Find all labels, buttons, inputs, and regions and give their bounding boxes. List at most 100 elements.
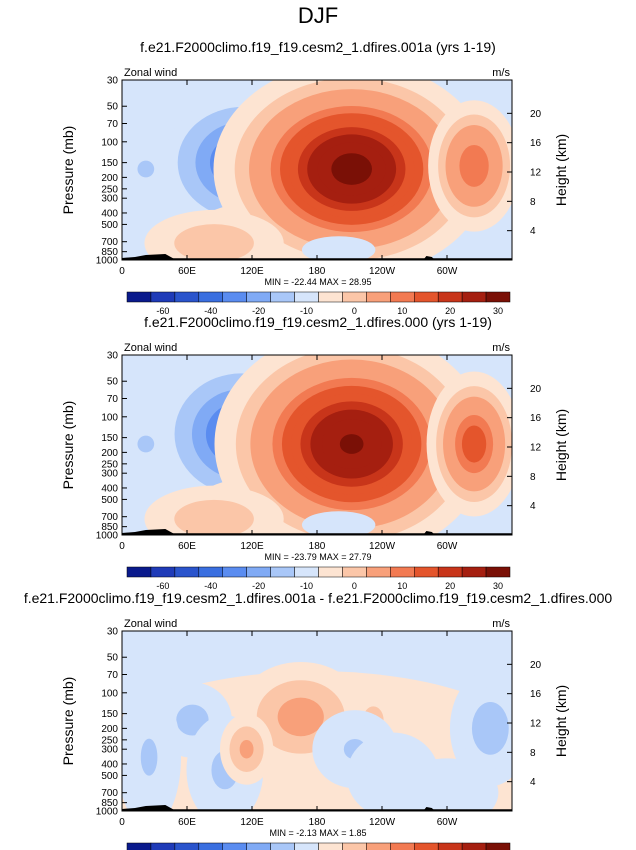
pressure-tick-label: 500 bbox=[101, 771, 118, 782]
longitude-tick-label: 120E bbox=[240, 266, 264, 277]
longitude-tick-label: 180 bbox=[309, 541, 326, 552]
longitude-tick-label: 60E bbox=[178, 266, 196, 277]
contour-field bbox=[122, 355, 512, 535]
y-axis-label: Pressure (mb) bbox=[60, 126, 76, 215]
colorbar-label: 20 bbox=[445, 306, 455, 316]
colorbar-box bbox=[342, 566, 367, 578]
colorbar-box bbox=[174, 291, 200, 303]
contour-feature bbox=[214, 355, 489, 535]
colorbar-label: -40 bbox=[204, 581, 217, 591]
left-string: Zonal wind bbox=[124, 67, 177, 79]
height-tick-label: 8 bbox=[530, 472, 536, 483]
colorbar-box bbox=[174, 842, 200, 850]
pressure-tick-label: 150 bbox=[101, 158, 118, 169]
colorbar-box bbox=[366, 291, 391, 303]
longitude-tick-label: 60W bbox=[437, 541, 458, 552]
pressure-tick-label: 30 bbox=[107, 76, 119, 87]
pressure-tick-label: 70 bbox=[107, 394, 119, 405]
pressure-tick-label: 1000 bbox=[96, 531, 119, 542]
height-axis: 20 16 12 8 4 bbox=[507, 384, 542, 512]
contour-level bbox=[415, 771, 479, 811]
colorbar-label: 10 bbox=[397, 306, 407, 316]
contour-level bbox=[239, 739, 254, 759]
pressure-tick-label: 400 bbox=[101, 483, 118, 494]
height-tick-label: 8 bbox=[530, 748, 536, 759]
contour-feature bbox=[219, 713, 274, 785]
colorbar-label: 10 bbox=[397, 581, 407, 591]
colorbar-box bbox=[437, 291, 463, 303]
contour-feature bbox=[395, 758, 499, 811]
pressure-tick-label: 100 bbox=[101, 688, 118, 699]
pressure-tick-label: 850 bbox=[101, 798, 118, 809]
colorbar-box bbox=[246, 291, 271, 303]
colorbar-box bbox=[174, 566, 200, 578]
pressure-tick-label: 700 bbox=[101, 512, 118, 523]
stats-label: MIN = -23.79 MAX = 27.79 bbox=[264, 552, 371, 562]
height-tick-label: 12 bbox=[530, 168, 542, 179]
longitude-tick-label: 60W bbox=[437, 266, 458, 277]
left-string: Zonal wind bbox=[124, 342, 177, 354]
pressure-tick-label: 250 bbox=[101, 459, 118, 470]
colorbar-box bbox=[366, 566, 391, 578]
colorbar-box bbox=[437, 566, 463, 578]
chart-panel-3: f.e21.F2000climo.f19_f19.cesm2_1.dfires.… bbox=[24, 590, 612, 850]
colorbar-box bbox=[366, 842, 391, 850]
contour-level bbox=[137, 435, 155, 453]
colorbar-label: 20 bbox=[445, 581, 455, 591]
contour-level bbox=[137, 160, 155, 178]
contour-feature bbox=[428, 100, 512, 232]
contour-level bbox=[471, 702, 509, 755]
pressure-tick-label: 300 bbox=[101, 469, 118, 480]
pressure-tick-label: 250 bbox=[101, 735, 118, 746]
pressure-tick-label: 30 bbox=[107, 351, 119, 362]
pressure-tick-label: 30 bbox=[107, 627, 119, 638]
height-tick-label: 12 bbox=[530, 719, 542, 730]
longitude-tick-label: 0 bbox=[119, 541, 125, 552]
left-string: Zonal wind bbox=[124, 618, 177, 630]
height-tick-label: 4 bbox=[530, 501, 536, 512]
colorbar-box bbox=[485, 291, 511, 303]
pressure-tick-label: 100 bbox=[101, 137, 118, 148]
pressure-tick-label: 1000 bbox=[96, 256, 119, 267]
pressure-tick-label: 150 bbox=[101, 709, 118, 720]
colorbar-box bbox=[318, 291, 343, 303]
colorbar-box bbox=[126, 291, 152, 303]
contour-feature bbox=[127, 425, 165, 463]
height-tick-label: 8 bbox=[530, 197, 536, 208]
colorbar-box bbox=[342, 291, 367, 303]
stats-label: MIN = -22.44 MAX = 28.95 bbox=[264, 277, 371, 287]
pressure-tick-label: 400 bbox=[101, 208, 118, 219]
pressure-tick-label: 200 bbox=[101, 448, 118, 459]
colorbar-box bbox=[318, 842, 343, 850]
colorbar-label: -10 bbox=[300, 581, 313, 591]
pressure-tick-label: 50 bbox=[107, 377, 119, 388]
colorbar-label: 30 bbox=[493, 306, 503, 316]
longitude-tick-label: 120E bbox=[240, 817, 264, 828]
colorbar-box bbox=[318, 566, 343, 578]
contour-level bbox=[339, 434, 364, 454]
colorbar-box bbox=[294, 291, 319, 303]
colorbar-box bbox=[222, 566, 247, 578]
colorbar-box bbox=[222, 291, 247, 303]
colorbar-label: -60 bbox=[156, 306, 169, 316]
pressure-tick-label: 300 bbox=[101, 745, 118, 756]
colorbar-box bbox=[126, 566, 152, 578]
contour-level bbox=[301, 236, 376, 260]
height-tick-label: 4 bbox=[530, 226, 536, 237]
colorbar-box bbox=[270, 842, 295, 850]
longitude-tick-label: 120W bbox=[369, 817, 396, 828]
colorbar-box bbox=[294, 842, 319, 850]
height-tick-label: 20 bbox=[530, 109, 542, 120]
colorbar: -60 -40 -20 -10 0 10 20 30 bbox=[126, 291, 511, 316]
pressure-tick-label: 300 bbox=[101, 194, 118, 205]
colorbar-box bbox=[342, 842, 367, 850]
pressure-tick-label: 500 bbox=[101, 495, 118, 506]
pressure-tick-label: 250 bbox=[101, 184, 118, 195]
colorbar-box bbox=[461, 842, 487, 850]
pressure-tick-label: 500 bbox=[101, 220, 118, 231]
longitude-tick-label: 180 bbox=[309, 266, 326, 277]
colorbar-label: -60 bbox=[156, 581, 169, 591]
y-axis-label: Pressure (mb) bbox=[60, 401, 76, 490]
pressure-tick-label: 400 bbox=[101, 759, 118, 770]
